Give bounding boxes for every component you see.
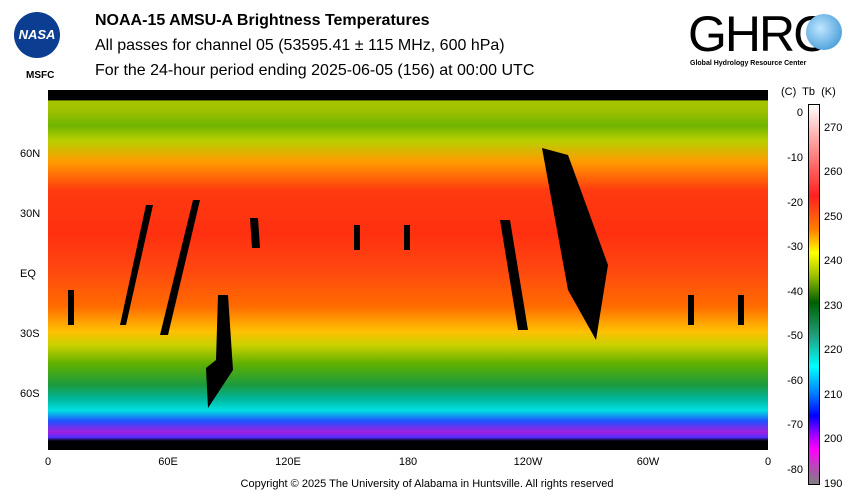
copyright-footer: Copyright © 2025 The University of Alaba…: [240, 478, 614, 490]
celsius-tick-label: -70: [787, 419, 803, 432]
subtitle: All passes for channel 05 (53595.41 ± 11…: [95, 37, 505, 54]
x-axis-label: 0: [44, 456, 52, 468]
celsius-tick-label: -60: [787, 374, 803, 387]
colorbar-header: (C) Tb (K): [781, 86, 836, 98]
kelvin-tick-label: 230: [824, 299, 843, 312]
kelvin-tick-label: 220: [824, 344, 843, 357]
data-gap: [206, 295, 233, 408]
x-axis-label: 60E: [158, 456, 178, 468]
data-gap: [250, 218, 260, 248]
x-axis-label: 120W: [513, 456, 543, 468]
celsius-tick-label: -20: [787, 196, 803, 209]
celsius-tick-label: 0: [796, 107, 803, 120]
page-title: NOAA-15 AMSU-A Brightness Temperatures: [95, 12, 430, 29]
x-axis-label: 60W: [636, 456, 660, 468]
ghrc-logo: GHRC Global Hydrology Resource Center: [688, 8, 848, 78]
data-gap: [500, 220, 528, 330]
data-gap: [542, 148, 608, 340]
data-gap-swaths: [68, 148, 744, 408]
celsius-tick-label: -40: [787, 285, 803, 298]
data-gap: [404, 225, 410, 250]
kelvin-tick-label: 200: [824, 433, 843, 446]
msfc-label: MSFC: [26, 70, 55, 81]
nasa-logo: NASA: [14, 12, 60, 58]
nasa-logo-text: NASA: [18, 27, 56, 42]
data-gap: [688, 295, 694, 325]
kelvin-tick-label: 250: [824, 210, 843, 223]
kelvin-tick-label: 210: [824, 388, 843, 401]
kelvin-tick-label: 260: [824, 166, 843, 179]
globe-icon: [806, 14, 842, 50]
data-gap: [160, 200, 200, 335]
celsius-tick-label: -50: [787, 330, 803, 343]
y-axis-label: 60N: [20, 148, 41, 160]
kelvin-tick-label: 240: [824, 255, 843, 268]
celsius-tick-label: -10: [787, 152, 803, 165]
kelvin-tick-label: 190: [824, 478, 843, 490]
x-axis-label: 120E: [275, 456, 301, 468]
data-gap: [120, 205, 153, 325]
y-axis-label: 30S: [20, 328, 40, 340]
data-gap: [68, 290, 74, 325]
data-gap: [354, 225, 360, 250]
y-axis-label: 60S: [20, 388, 40, 400]
celsius-tick-label: -30: [787, 241, 803, 254]
x-axis-label: 180: [398, 456, 418, 468]
ghrc-logo-text: GHRC: [688, 6, 829, 62]
data-gap: [738, 295, 744, 325]
y-axis-label: EQ: [20, 268, 36, 280]
brightness-temperature-map: [48, 90, 768, 450]
ghrc-logo-subtitle: Global Hydrology Resource Center: [690, 60, 807, 67]
y-axis-label: 30N: [20, 208, 41, 220]
kelvin-tick-label: 270: [824, 121, 843, 134]
celsius-tick-label: -80: [787, 463, 803, 476]
colorbar: [808, 104, 820, 485]
x-axis-label: 0: [764, 456, 772, 468]
period-text: For the 24-hour period ending 2025-06-05…: [95, 62, 535, 79]
